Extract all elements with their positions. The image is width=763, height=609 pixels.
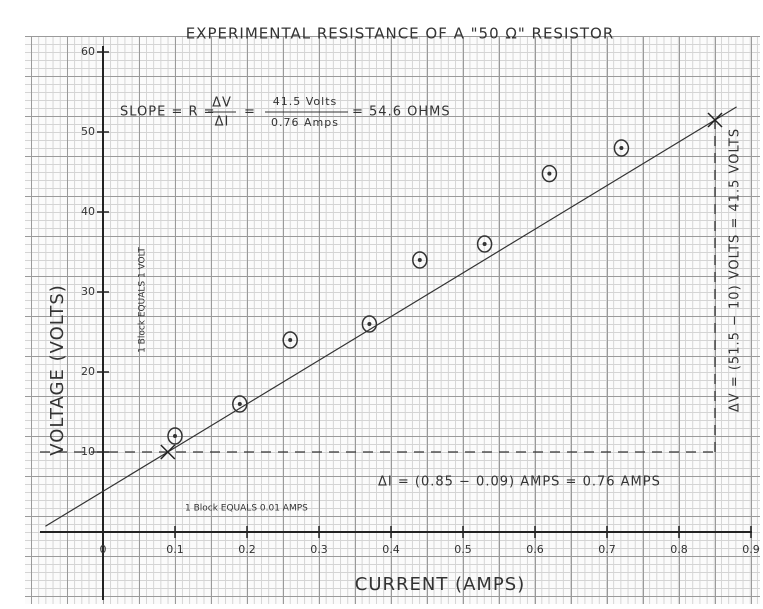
data-point <box>547 171 552 176</box>
slope-numerator: ΔV <box>212 96 232 111</box>
data-point <box>417 258 422 262</box>
x-tick-label: 0.9 <box>742 543 760 556</box>
graph-paper <box>25 36 760 604</box>
x-tick-label: 0.6 <box>526 543 544 556</box>
data-point <box>482 242 487 246</box>
data-point <box>237 402 242 406</box>
fit-point-marker <box>160 444 176 460</box>
fit-point-marker <box>707 112 723 128</box>
data-point-circle <box>541 164 558 183</box>
delta-i-annotation: ΔI = (0.85 − 0.09) AMPS = 0.76 AMPS <box>378 475 661 490</box>
data-point-circle <box>613 139 630 157</box>
y-tick-label: 10 <box>81 445 95 458</box>
y-tick-label: 40 <box>81 205 95 218</box>
y-tick-label: 30 <box>81 285 95 298</box>
chart-title: EXPERIMENTAL RESISTANCE OF A "50 Ω" RESI… <box>186 25 615 43</box>
slope-numerator-value: 41.5 Volts <box>273 95 338 108</box>
data-point-circle <box>232 395 248 413</box>
slope-label: SLOPE = R = <box>120 105 216 120</box>
delta-v-annotation: ΔV = (51.5 − 10) VOLTS = 41.5 VOLTS <box>728 128 743 412</box>
y-block-note: 1 Block EQUALS 1 VOLT <box>138 247 148 353</box>
equals-sign: = <box>244 105 256 120</box>
data-point-circle <box>361 315 378 333</box>
fit-extension <box>714 106 737 121</box>
fit-line <box>167 119 716 453</box>
data-point-circle <box>282 331 298 349</box>
x-block-note: 1 Block EQUALS 0.01 AMPS <box>185 504 308 514</box>
data-point-circle <box>167 427 183 445</box>
x-tick-label: 0.3 <box>310 543 328 556</box>
data-point <box>288 338 293 342</box>
x-tick-label: 0.7 <box>598 543 616 556</box>
data-point <box>173 434 177 438</box>
slope-result: = 54.6 OHMS <box>352 105 451 120</box>
y-tick-label: 20 <box>81 365 95 378</box>
fit-extension <box>45 451 169 527</box>
y-tick-label: 60 <box>81 45 95 58</box>
data-point <box>367 322 372 326</box>
data-point <box>619 146 624 150</box>
data-point-circle <box>412 251 428 269</box>
data-point-circle <box>476 235 493 253</box>
x-tick-label: 0 <box>100 543 107 556</box>
x-tick-label: 0.1 <box>166 543 184 556</box>
x-tick-label: 0.2 <box>238 543 256 556</box>
x-tick-label: 0.4 <box>382 543 400 556</box>
x-axis-label: CURRENT (AMPS) <box>355 574 525 595</box>
slope-denominator-value: 0.76 Amps <box>271 116 339 129</box>
y-axis-label: VOLTAGE (VOLTS) <box>47 284 68 456</box>
x-tick-label: 0.5 <box>454 543 472 556</box>
x-tick-label: 0.8 <box>670 543 688 556</box>
y-tick-label: 50 <box>81 125 95 138</box>
slope-denominator: ΔI <box>215 115 230 130</box>
